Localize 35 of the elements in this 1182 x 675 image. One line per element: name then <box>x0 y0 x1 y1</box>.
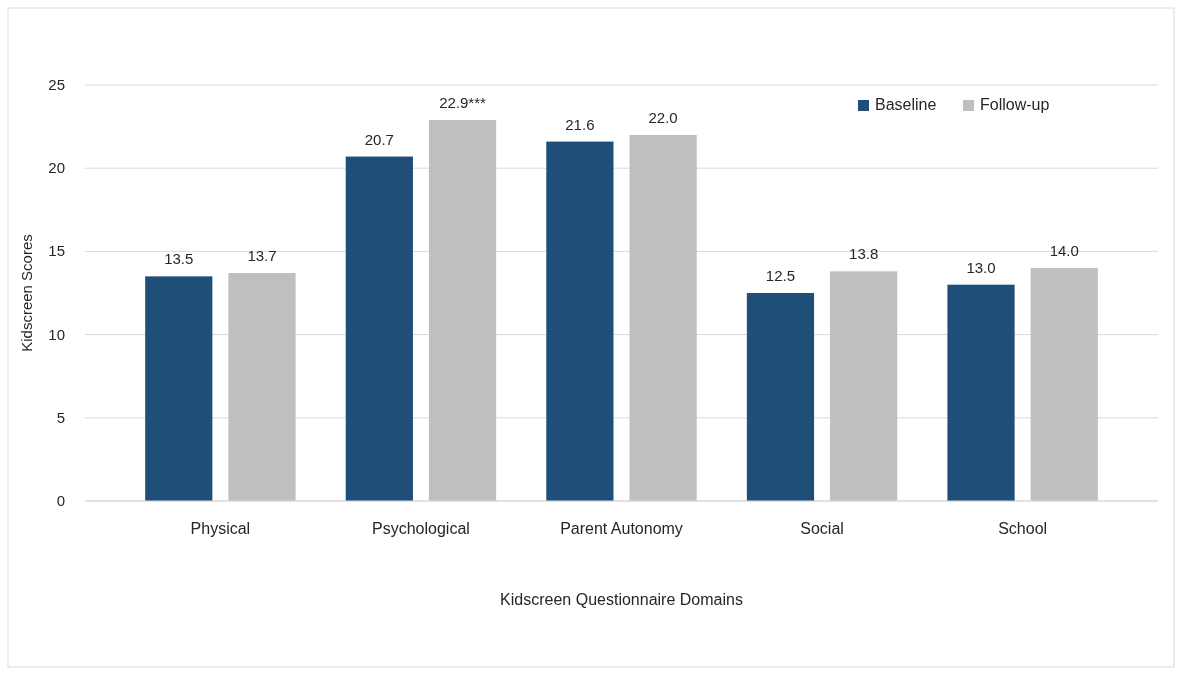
y-tick-label: 0 <box>56 492 65 509</box>
data-label: 13.5 <box>164 250 194 268</box>
legend-label: Baseline <box>875 96 937 113</box>
bar <box>746 293 815 501</box>
x-tick-label: Social <box>800 520 844 537</box>
x-axis-title: Kidscreen Questionnaire Domains <box>500 591 743 608</box>
data-label: 21.6 <box>565 115 595 133</box>
x-tick-label: School <box>998 520 1048 537</box>
y-tick-label: 5 <box>56 408 65 426</box>
x-tick-label: Psychological <box>372 520 470 537</box>
bar <box>345 156 413 501</box>
data-label: 20.7 <box>364 130 394 148</box>
y-tick-label: 10 <box>48 325 65 343</box>
bar <box>145 276 213 501</box>
legend-label: Follow-up <box>980 96 1050 113</box>
bar <box>629 134 697 501</box>
bar <box>546 141 614 501</box>
data-label: 13.0 <box>966 258 996 276</box>
bar <box>1030 268 1098 501</box>
bar <box>947 284 1015 501</box>
y-tick-label: 15 <box>48 242 65 260</box>
y-axis-title: Kidscreen Scores <box>18 234 35 352</box>
data-label: 22.9*** <box>439 93 487 111</box>
data-label: 14.0 <box>1049 242 1079 260</box>
x-tick-label: Parent Autonomy <box>560 520 683 537</box>
data-label: 12.5 <box>765 267 796 284</box>
x-tick-label: Physical <box>190 520 251 537</box>
bar <box>428 119 497 501</box>
y-tick-label: 20 <box>48 159 65 177</box>
data-label: 13.8 <box>849 245 879 263</box>
bar <box>830 271 898 501</box>
bar <box>228 273 296 501</box>
data-label: 13.7 <box>247 247 277 265</box>
y-tick-label: 25 <box>48 76 65 93</box>
data-label: 22.0 <box>648 108 678 126</box>
